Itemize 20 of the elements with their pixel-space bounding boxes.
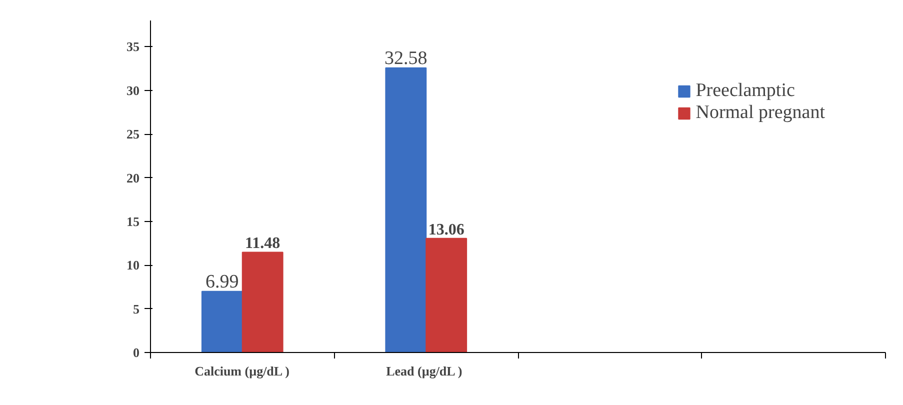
legend-label: Preeclamptic [696, 80, 795, 102]
y-tick-label: 30 [126, 82, 140, 98]
y-tick-label: 10 [126, 258, 140, 273]
y-tick-label: 25 [126, 126, 140, 142]
y-tick-label: 15 [126, 214, 140, 229]
y-tick-label: 35 [126, 39, 140, 54]
y-tick-label: 20 [126, 170, 140, 186]
y-tick-label: 0 [133, 345, 140, 360]
bar [385, 67, 427, 352]
x-tick-label: Calcium (µg/dL ) [194, 364, 290, 378]
data-label: 32.58 [384, 48, 428, 69]
data-label: 6.99 [206, 271, 239, 292]
bar [201, 290, 243, 352]
y-tick-label: 5 [133, 301, 140, 316]
x-tick-label: Lead (µg/dL ) [386, 364, 462, 378]
data-label: 11.48 [245, 235, 280, 252]
bar [426, 238, 468, 352]
bar [242, 252, 284, 352]
legend-label: Normal pregnant [696, 102, 825, 124]
data-label: 13.06 [428, 221, 464, 238]
